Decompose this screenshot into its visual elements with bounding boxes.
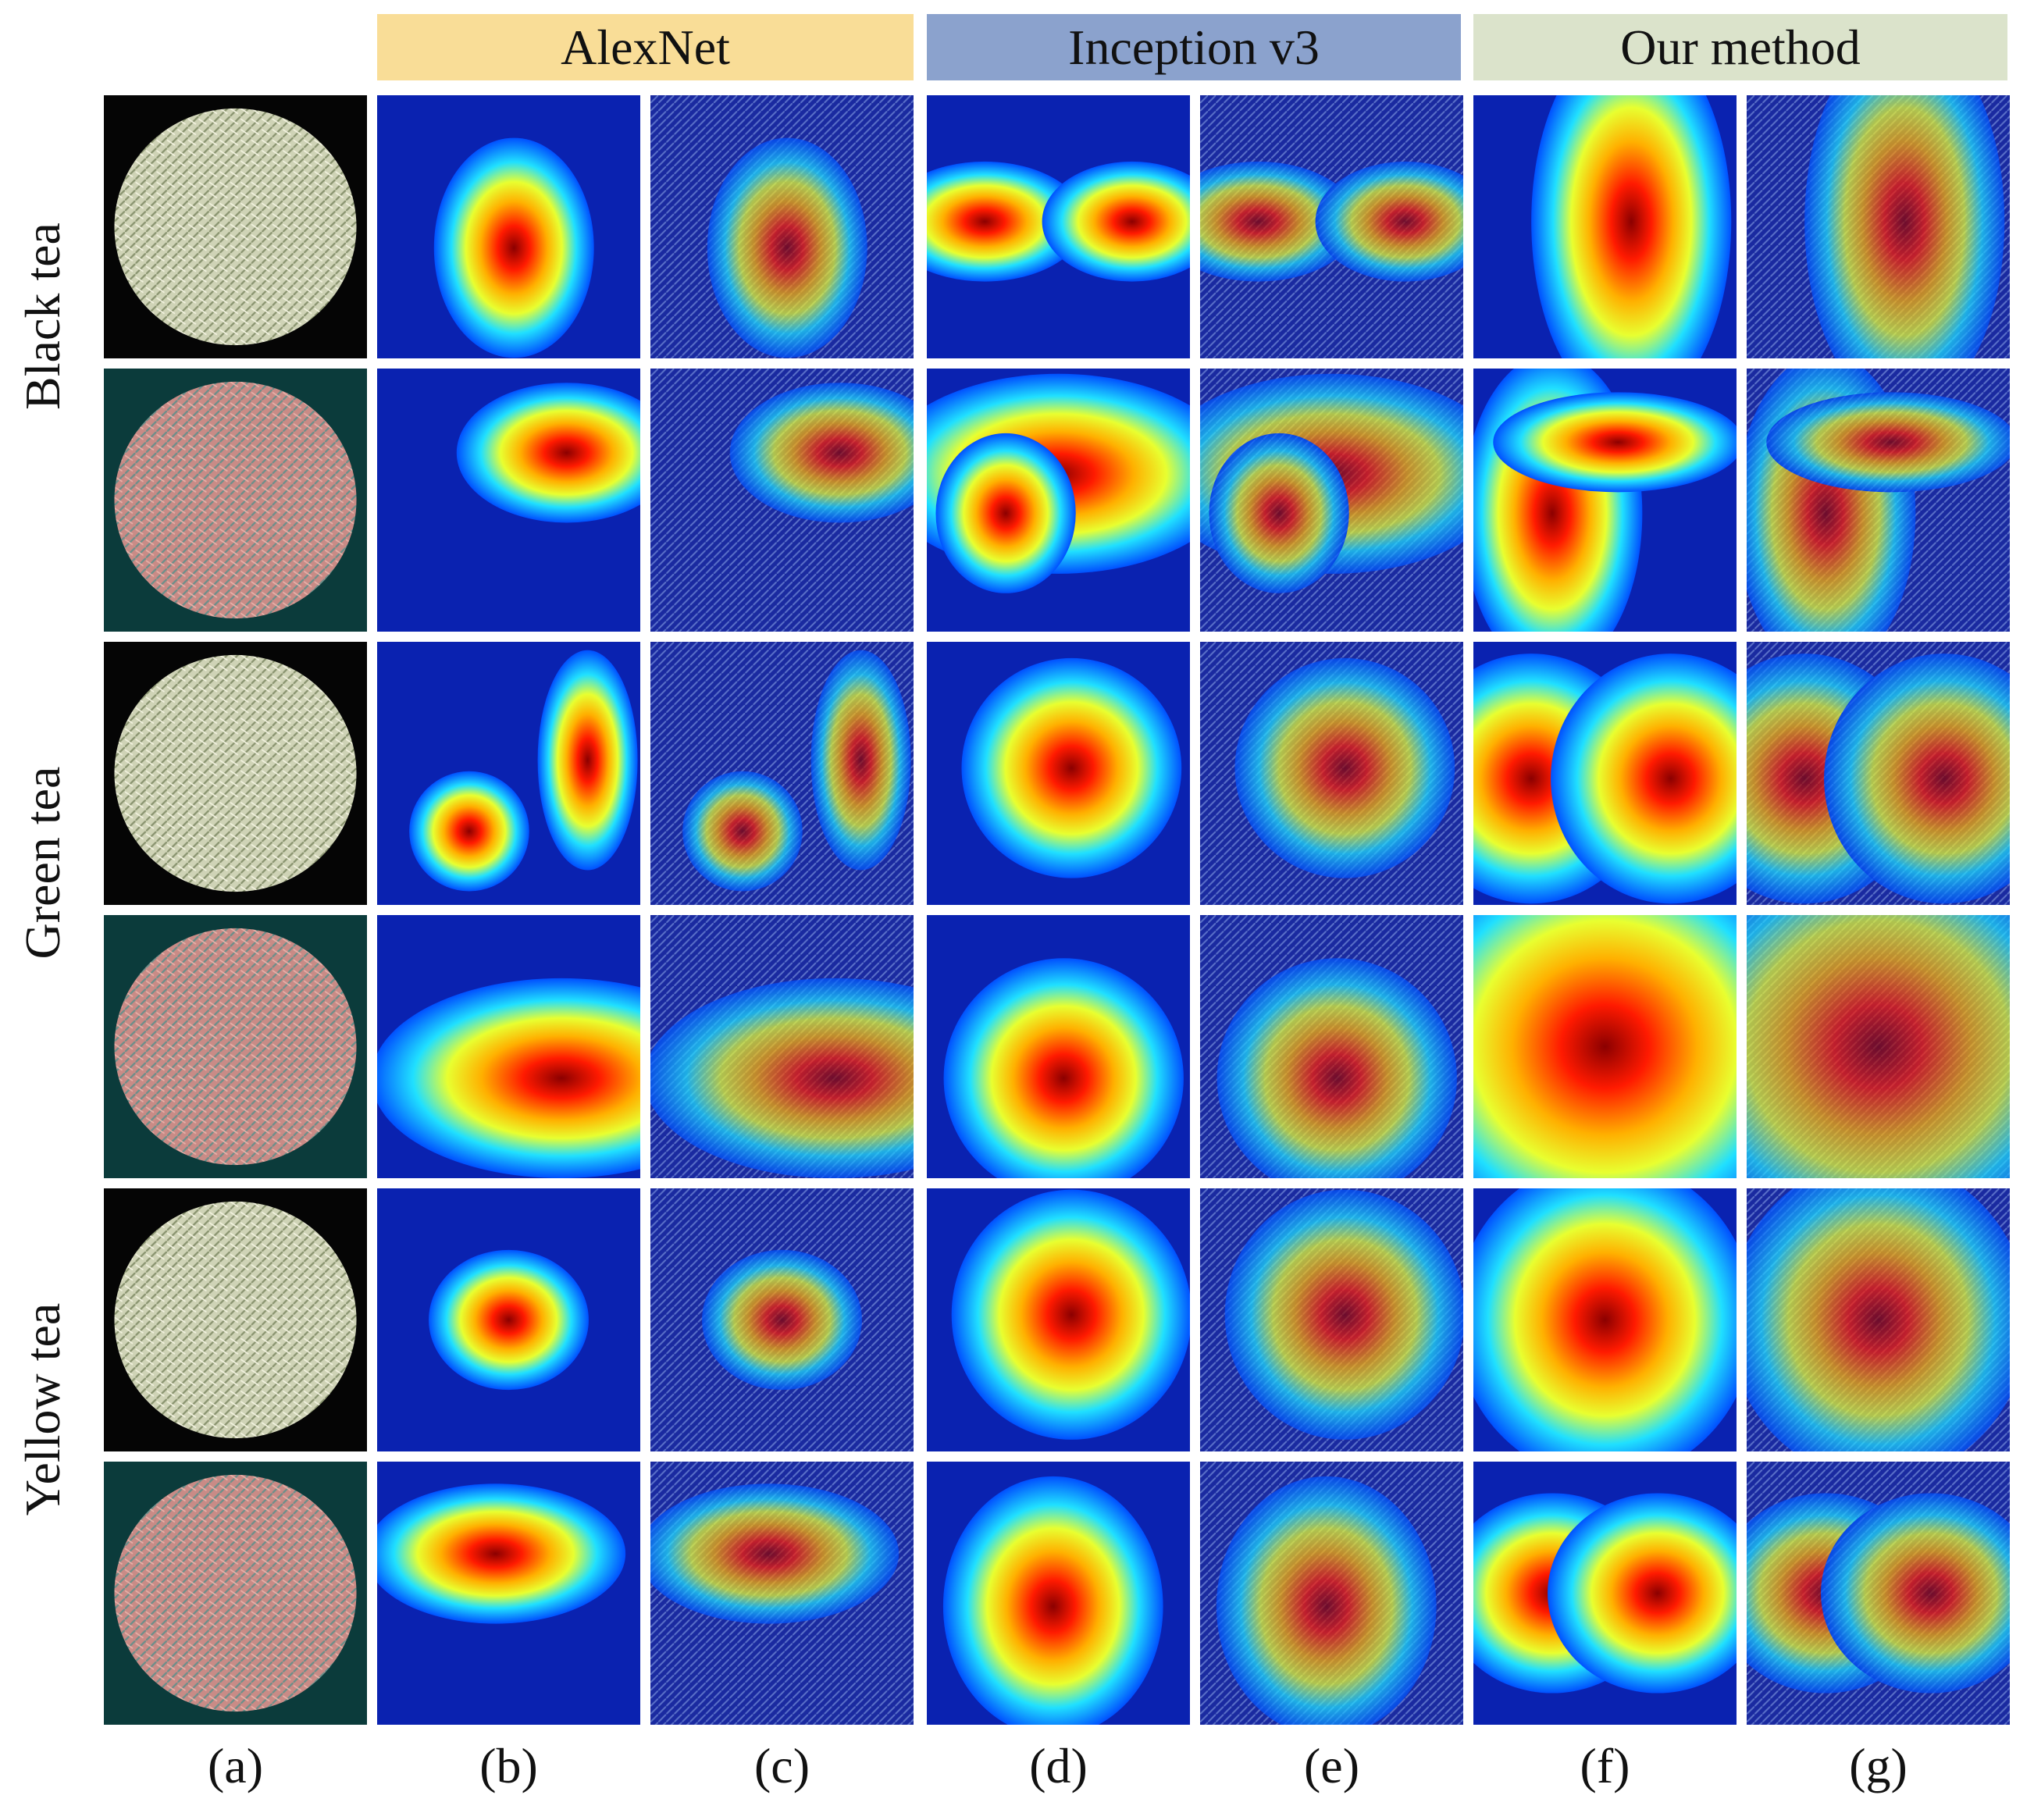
heatmap-black-tea-2-f <box>1473 369 1737 632</box>
heatmap-overlay-black-tea-2-e <box>1200 369 1463 632</box>
heatmap-overlay-black-tea-2-g <box>1747 369 2010 632</box>
heatmap-yellow-tea-1-b <box>377 1188 640 1451</box>
tea-photo-yellow-tea-2-a <box>104 1462 367 1725</box>
heatmap-overlay-yellow-tea-1-e <box>1200 1188 1463 1451</box>
heatmap-black-tea-1-d <box>927 95 1190 358</box>
heatmap-yellow-tea-2-f <box>1473 1462 1737 1725</box>
heatmap-yellow-tea-2-d <box>927 1462 1190 1725</box>
header-alexnet: AlexNet <box>377 14 914 80</box>
heatmap-green-tea-1-b <box>377 642 640 905</box>
heatmap-overlay-yellow-tea-2-c <box>650 1462 914 1725</box>
column-label-g: (g) <box>1849 1738 1908 1793</box>
heatmap-overlay-black-tea-2-c <box>650 369 914 632</box>
heatmap-green-tea-2-b <box>377 915 640 1178</box>
header-inception-v3: Inception v3 <box>927 14 1461 80</box>
heatmap-overlay-black-tea-1-e <box>1200 95 1463 358</box>
column-label-d: (d) <box>1029 1738 1088 1793</box>
header-our-method: Our method <box>1473 14 2007 80</box>
heatmap-green-tea-1-f <box>1473 642 1737 905</box>
tea-photo-black-tea-2-a <box>104 369 367 632</box>
heatmap-overlay-green-tea-2-e <box>1200 915 1463 1178</box>
column-label-c: (c) <box>753 1738 810 1793</box>
heatmap-green-tea-2-d <box>927 915 1190 1178</box>
heatmap-yellow-tea-2-b <box>377 1462 640 1725</box>
column-label-b: (b) <box>479 1738 538 1793</box>
tea-photo-green-tea-1-a <box>104 642 367 905</box>
column-label-a: (a) <box>207 1738 264 1793</box>
heatmap-overlay-green-tea-1-c <box>650 642 914 905</box>
heatmap-overlay-yellow-tea-2-e <box>1200 1462 1463 1725</box>
heatmap-black-tea-2-d <box>927 369 1190 632</box>
heatmap-green-tea-2-f <box>1473 915 1737 1178</box>
heatmap-black-tea-1-b <box>377 95 640 358</box>
tea-photo-yellow-tea-1-a <box>104 1188 367 1451</box>
heatmap-black-tea-2-b <box>377 369 640 632</box>
heatmap-overlay-yellow-tea-1-c <box>650 1188 914 1451</box>
column-label-e: (e) <box>1303 1738 1360 1793</box>
row-label-yellow-tea: Yellow tea <box>15 1302 70 1516</box>
heatmap-black-tea-1-f <box>1473 95 1737 358</box>
heatmap-overlay-green-tea-1-e <box>1200 642 1463 905</box>
heatmap-overlay-black-tea-1-g <box>1747 95 2010 358</box>
tea-photo-green-tea-2-a <box>104 915 367 1178</box>
heatmap-yellow-tea-1-f <box>1473 1188 1737 1451</box>
heatmap-green-tea-1-d <box>927 642 1190 905</box>
heatmap-overlay-black-tea-1-c <box>650 95 914 358</box>
heatmap-overlay-green-tea-2-c <box>650 915 914 1178</box>
heatmap-overlay-yellow-tea-1-g <box>1747 1188 2010 1451</box>
tea-photo-black-tea-1-a <box>104 95 367 358</box>
heatmap-yellow-tea-1-d <box>927 1188 1190 1451</box>
heatmap-overlay-green-tea-1-g <box>1747 642 2010 905</box>
heatmap-overlay-yellow-tea-2-g <box>1747 1462 2010 1725</box>
heatmap-overlay-green-tea-2-g <box>1747 915 2010 1178</box>
column-label-f: (f) <box>1580 1738 1630 1793</box>
row-label-black-tea: Black tea <box>15 223 70 410</box>
row-label-green-tea: Green tea <box>15 766 70 960</box>
